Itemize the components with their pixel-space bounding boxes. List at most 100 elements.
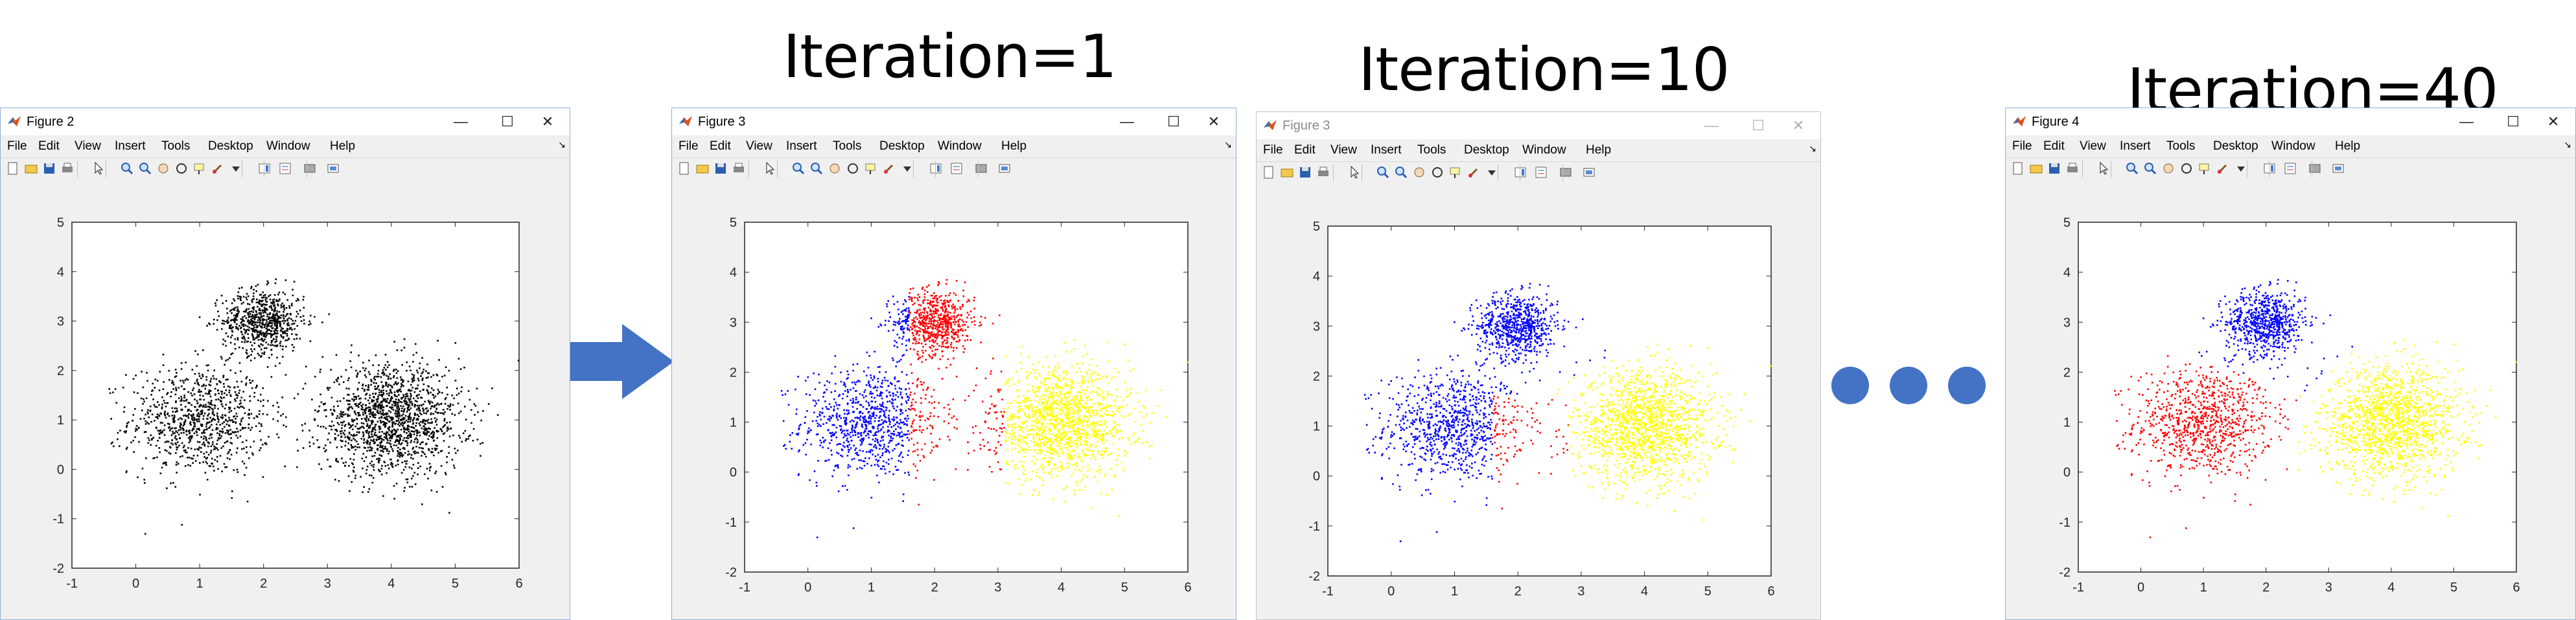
data-point [246,308,248,310]
open-file-icon[interactable] [695,161,710,176]
show-plot-tools-icon[interactable] [326,161,340,176]
title-bar[interactable]: Figure 3— ☐ ✕ [672,108,1236,135]
menu-item-window[interactable]: Window [938,139,982,153]
save-icon[interactable] [42,161,56,176]
menu-item-edit[interactable]: Edit [710,139,731,153]
data-cursor-icon[interactable] [864,161,878,176]
data-point [142,402,144,405]
hide-plot-tools-icon[interactable] [303,161,317,176]
print-icon[interactable] [60,161,75,176]
zoom-out-icon[interactable] [138,161,152,176]
dock-arrow-icon[interactable]: ↘ [558,139,566,150]
data-point [1010,433,1012,435]
plot-area [71,222,520,569]
data-point [371,481,374,484]
zoom-in-icon[interactable] [120,161,134,176]
menu-item-window[interactable]: Window [266,139,310,153]
edit-plot-icon[interactable] [763,161,777,176]
data-point [934,307,936,310]
menu-item-file[interactable]: File [679,139,699,153]
insert-legend-icon[interactable] [949,161,964,176]
data-point [343,425,346,428]
zoom-out-icon[interactable] [809,161,824,176]
menu-item-help[interactable]: Help [1001,139,1027,153]
menu-item-tools[interactable]: Tools [833,139,862,153]
menu-item-desktop[interactable]: Desktop [879,139,925,153]
data-point [937,284,939,286]
data-point [219,424,222,426]
data-point [935,297,938,299]
pan-icon[interactable] [828,161,842,176]
close-button[interactable]: ✕ [541,113,554,130]
data-point [336,400,338,402]
menu-item-insert[interactable]: Insert [786,139,817,153]
menu-item-view[interactable]: View [75,139,101,153]
menu-item-tools[interactable]: Tools [161,139,191,153]
maximize-button[interactable]: ☐ [1167,113,1180,130]
data-point [273,331,276,334]
data-point [279,322,281,324]
print-icon[interactable] [732,161,746,176]
save-icon[interactable] [714,161,728,176]
new-figure-icon[interactable] [677,161,691,176]
figure-window[interactable]: Figure 3— ☐ ✕ File Edit View Insert Tools Deskto… [671,108,1236,620]
close-button[interactable]: ✕ [1207,113,1220,130]
title-bar[interactable]: Figure 2— ☐ ✕ [1,108,570,135]
data-point [916,352,918,355]
data-point [202,431,205,434]
edit-plot-icon[interactable] [91,161,106,176]
data-point [400,379,402,381]
insert-colorbar-icon[interactable] [929,161,943,176]
menu-item-file[interactable]: File [7,139,27,153]
brush-icon[interactable] [882,161,896,176]
data-point [868,437,870,439]
data-point [416,395,418,397]
data-point [925,343,927,346]
new-figure-icon[interactable] [6,161,20,176]
data-point [211,463,214,465]
data-point [1047,387,1049,390]
open-file-icon[interactable] [24,161,38,176]
rotate-3d-icon[interactable] [174,161,189,176]
minimize-button[interactable]: — [454,113,468,130]
show-plot-tools-icon[interactable] [997,161,1012,176]
link-plot-icon[interactable] [229,161,243,176]
hide-plot-tools-icon[interactable] [974,161,988,176]
dock-arrow-icon[interactable]: ↘ [1224,139,1232,150]
insert-legend-icon[interactable] [278,161,292,176]
rotate-3d-icon[interactable] [846,161,860,176]
maximize-button[interactable]: ☐ [501,113,514,130]
data-point [436,402,439,404]
data-point [1057,455,1060,457]
data-point [394,404,396,407]
data-point [780,390,783,392]
menu-item-help[interactable]: Help [330,139,356,153]
data-point [869,430,872,432]
menu-item-desktop[interactable]: Desktop [208,139,253,153]
menu-item-edit[interactable]: Edit [38,139,60,153]
data-point [906,327,909,329]
zoom-in-icon[interactable] [791,161,806,176]
menu-item-insert[interactable]: Insert [115,139,146,153]
data-point [428,463,431,465]
data-point [233,299,236,302]
data-point [1093,402,1096,405]
data-point [973,316,975,318]
minimize-button[interactable]: — [1120,113,1134,130]
figure-window[interactable]: Figure 2— ☐ ✕ File Edit View Insert Tools Deskto… [0,108,570,620]
data-point [193,417,196,420]
menu-item-view[interactable]: View [746,139,772,153]
data-point [853,457,855,460]
data-point [936,332,939,334]
brush-icon[interactable] [211,161,225,176]
data-point [369,411,372,413]
data-point [797,432,800,435]
data-point [132,378,135,380]
data-point [253,441,255,442]
insert-colorbar-icon[interactable] [257,161,272,176]
data-point [933,345,935,348]
link-plot-icon[interactable] [900,161,914,176]
pan-icon[interactable] [156,161,170,176]
data-point [347,413,349,416]
data-cursor-icon[interactable] [192,161,207,176]
